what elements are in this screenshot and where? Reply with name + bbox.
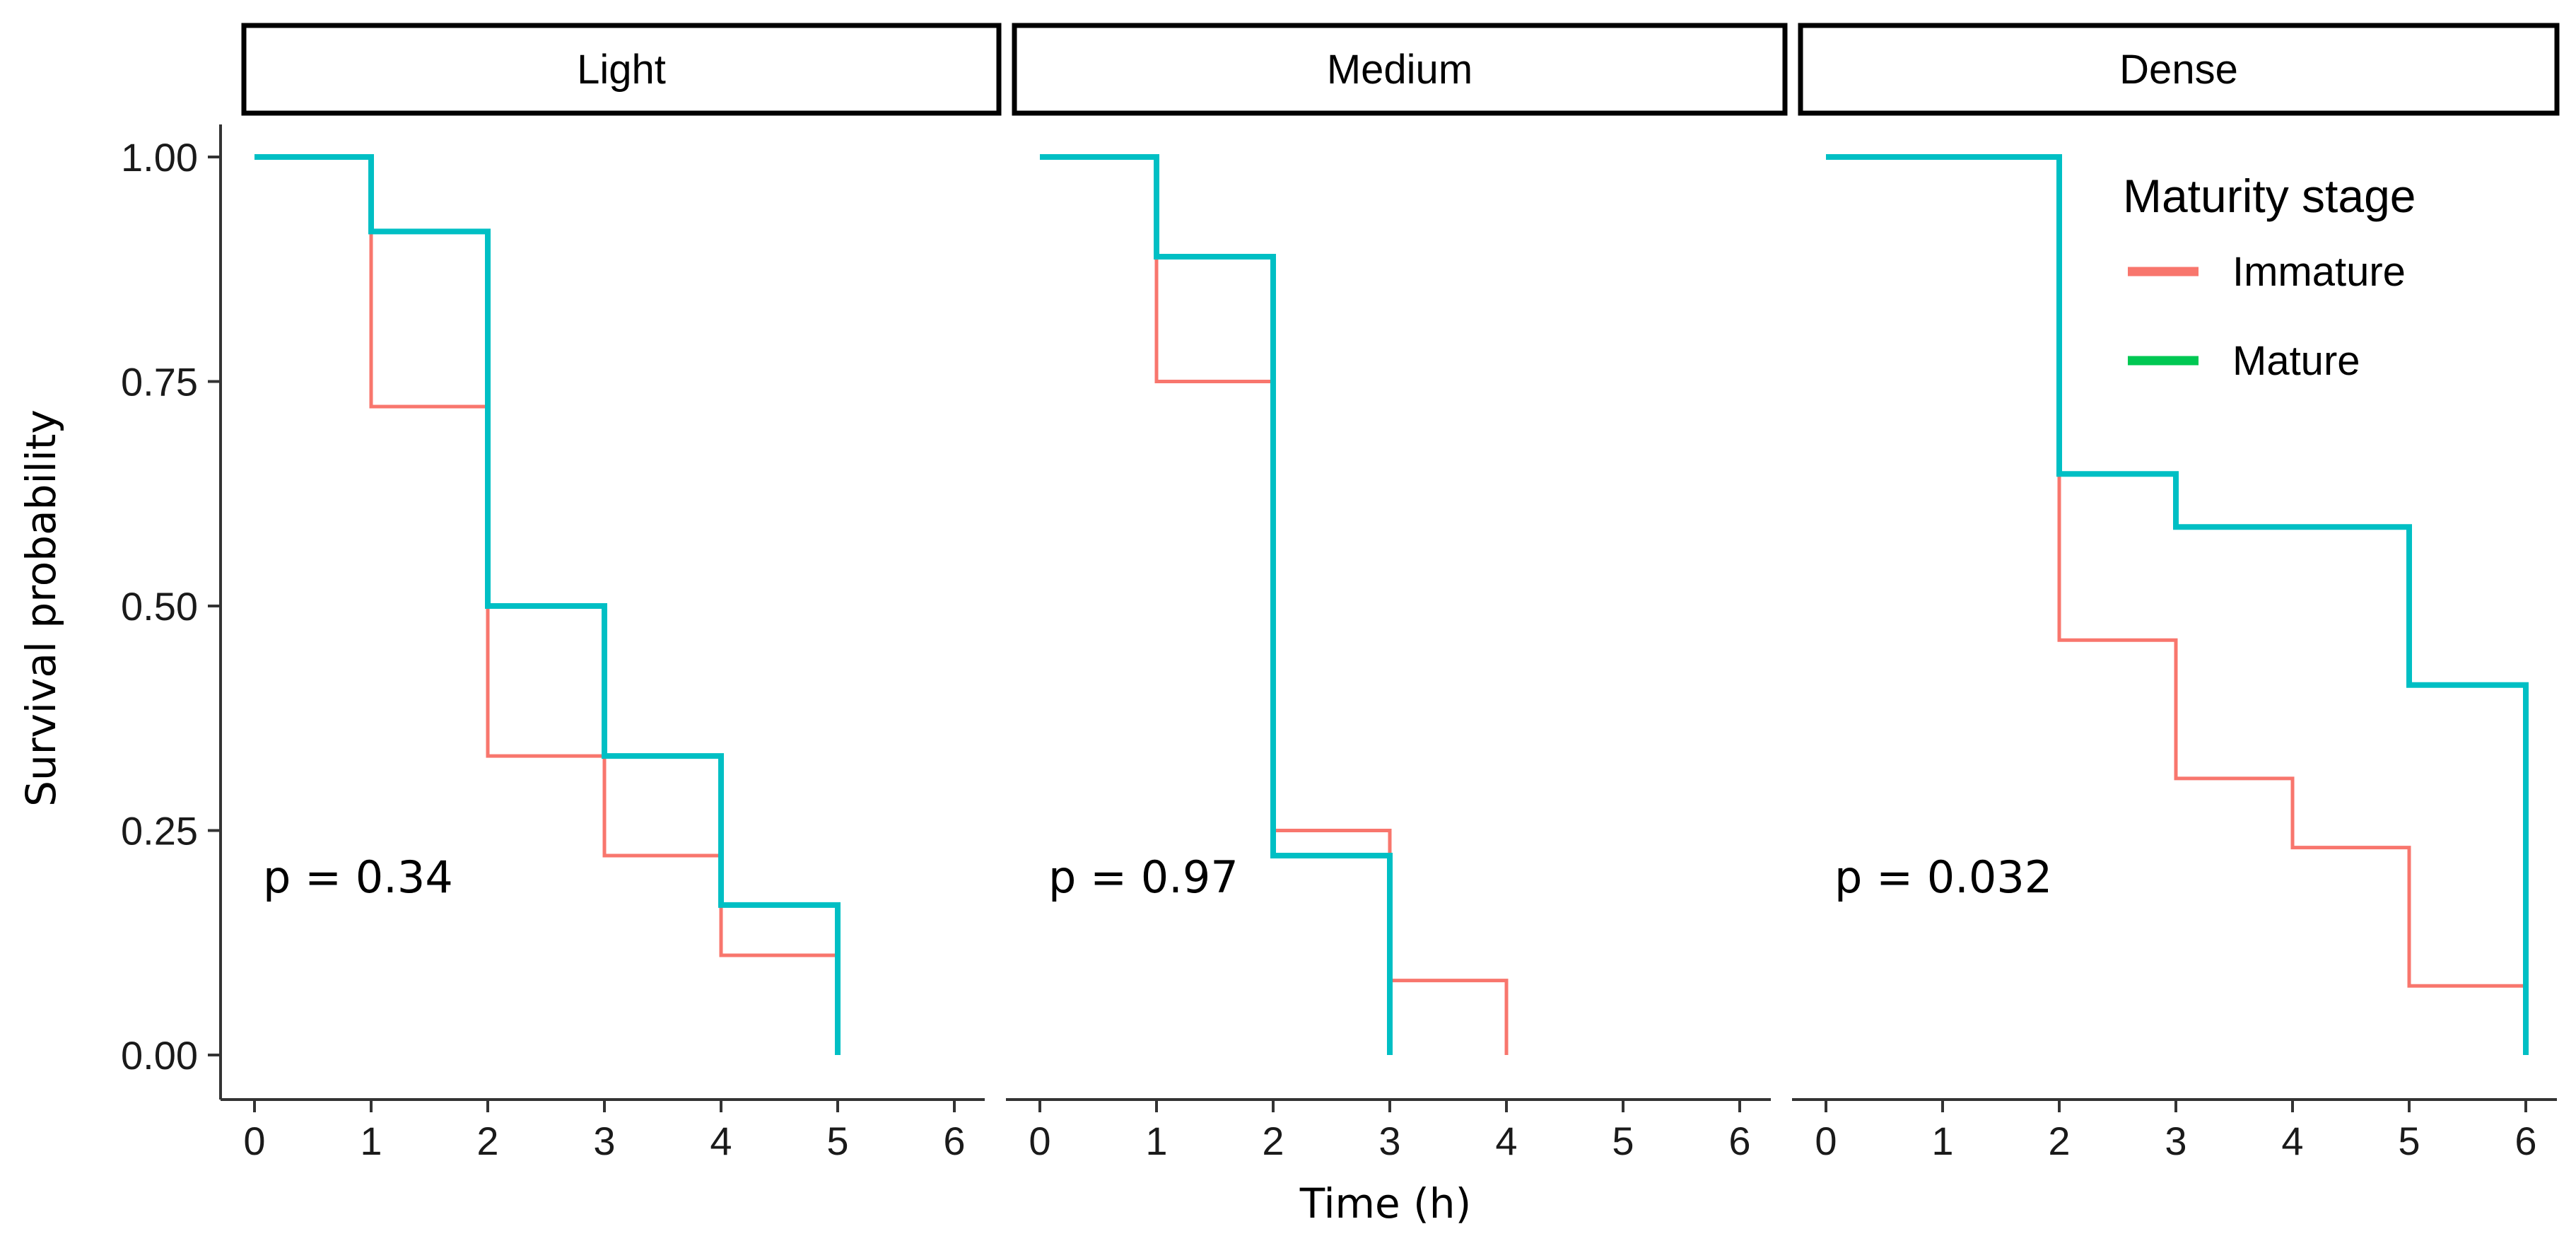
facet-strip-label: Dense: [2119, 47, 2238, 93]
x-tick-label: 5: [2398, 1119, 2420, 1163]
survival-curve-mature: [1040, 154, 1393, 1055]
x-tick-label: 2: [1262, 1119, 1284, 1163]
survival-curve-immature: [254, 155, 838, 957]
facet-medium: Medium 0 1 2 3 4 5 6 p = 0.97: [1006, 23, 1788, 1163]
x-tick-label: 2: [2048, 1119, 2070, 1163]
p-value-label: p = 0.97: [1048, 851, 1239, 903]
y-tick-label: 0.75: [121, 360, 198, 404]
x-tick-label: 3: [593, 1119, 615, 1163]
legend-label-mature: Mature: [2232, 338, 2360, 384]
x-tick-label: 1: [360, 1119, 382, 1163]
facet-dense: Dense 0 1 2 3 4 5 6 p = 0.032: [1792, 23, 2560, 1163]
x-tick-label: 3: [1378, 1119, 1400, 1163]
x-tick-label: 3: [2165, 1119, 2186, 1163]
survival-curve-mature: [254, 154, 841, 1055]
legend: Maturity stage Immature Mature: [2123, 170, 2416, 384]
x-tick-label: 1: [1145, 1119, 1167, 1163]
facet-strip-label: Light: [577, 47, 666, 93]
facets-layer: Light 0 1 2 3 4 5 6 0.00 0.25 0.50 0.75 1.00 p = 0.34…: [121, 23, 2560, 1163]
x-tick-label: 5: [826, 1119, 848, 1163]
x-tick-label: 2: [476, 1119, 498, 1163]
x-tick-label: 0: [243, 1119, 265, 1163]
facet-strip: [1798, 23, 2560, 116]
facet-light: Light 0 1 2 3 4 5 6 0.00 0.25 0.50 0.75 1.00 p = 0.34: [121, 23, 1002, 1163]
x-tick-label: 5: [1612, 1119, 1634, 1163]
y-tick-label: 0.00: [121, 1033, 198, 1078]
y-tick-label: 0.50: [121, 584, 198, 629]
facet-strip: [241, 23, 1002, 116]
x-axis-title: Time (h): [1299, 1179, 1471, 1228]
x-tick-label: 6: [943, 1119, 965, 1163]
x-tick-label: 0: [1029, 1119, 1050, 1163]
p-value-label: p = 0.032: [1834, 851, 2052, 903]
x-tick-label: 4: [710, 1119, 732, 1163]
p-value-label: p = 0.34: [263, 851, 453, 903]
x-tick-label: 6: [1728, 1119, 1750, 1163]
facet-strip-label: Medium: [1327, 47, 1473, 93]
x-tick-label: 4: [1495, 1119, 1517, 1163]
x-tick-label: 6: [2514, 1119, 2536, 1163]
legend-label-immature: Immature: [2232, 249, 2406, 295]
facet-strip: [1012, 23, 1788, 116]
legend-title: Maturity stage: [2123, 170, 2416, 222]
x-tick-label: 1: [1931, 1119, 1953, 1163]
y-tick-label: 0.25: [121, 809, 198, 853]
survival-curve-mature: [1826, 154, 2529, 1055]
y-tick-label: 1.00: [121, 135, 198, 180]
x-tick-label: 4: [2281, 1119, 2303, 1163]
x-tick-label: 0: [1815, 1119, 1837, 1163]
y-axis-title: Survival probability: [17, 409, 65, 807]
